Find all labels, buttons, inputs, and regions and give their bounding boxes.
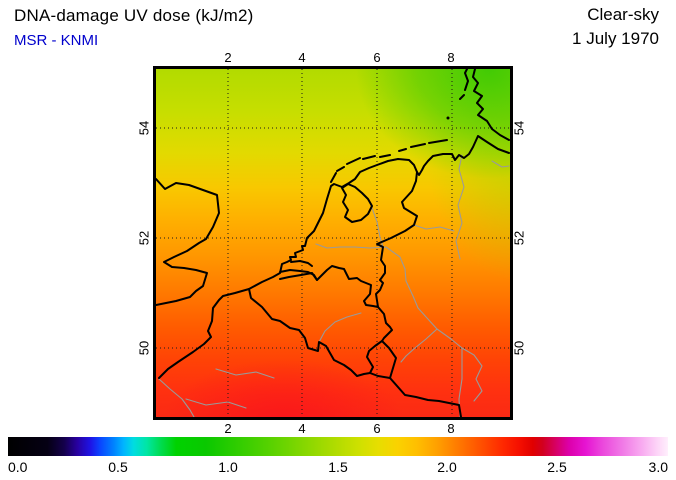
nl-de-border <box>375 171 418 308</box>
lat-tick-label-right: 50 <box>511 340 527 356</box>
lat-tick-label-left: 54 <box>136 120 152 136</box>
coastlines-borders <box>156 69 510 417</box>
lon-tick-label-top: 8 <box>447 50 455 65</box>
english-coastline <box>156 178 220 306</box>
be-fr-border <box>248 288 371 377</box>
german-state-border <box>455 154 465 260</box>
colorbar-tick-label: 0.0 <box>8 459 28 475</box>
page-title: DNA-damage UV dose (kJ/m2) <box>14 6 254 25</box>
colorbar-tick-label: 1.5 <box>328 459 348 475</box>
colorbar <box>8 437 668 456</box>
graticule <box>156 69 510 417</box>
lat-tick-label-right: 54 <box>511 120 527 136</box>
data-source-label: MSR - KNMI <box>14 32 99 49</box>
minor-borders-rivers <box>158 154 510 417</box>
french-regional-border <box>185 398 247 409</box>
moselle-river <box>400 328 438 363</box>
meuse-river <box>318 312 362 343</box>
helgoland-island <box>446 116 450 120</box>
lon-tick-label-top: 6 <box>373 50 381 65</box>
lon-tick-label-bottom: 6 <box>373 421 381 436</box>
colorbar-tick-label: 1.0 <box>218 459 238 475</box>
colorbar-tick-label: 0.5 <box>108 459 128 475</box>
lon-tick-label-top: 2 <box>224 50 232 65</box>
fr-de-border <box>389 377 462 417</box>
colorbar-tick-label: 3.0 <box>648 459 668 475</box>
be-nl-border <box>279 265 379 308</box>
french-regional-border <box>215 368 275 379</box>
colorbar-tick-label: 2.0 <box>437 459 457 475</box>
seine-river <box>158 378 195 417</box>
schleswig-coastline <box>472 69 510 141</box>
continental-coastline <box>158 135 510 379</box>
german-state-border <box>461 347 483 402</box>
be-de-border <box>377 306 393 342</box>
lat-tick-label-left: 50 <box>136 340 152 356</box>
german-state-border <box>413 224 455 232</box>
wadden-islands <box>330 139 448 183</box>
rhine-river <box>315 243 463 417</box>
lon-tick-label-bottom: 2 <box>224 421 232 436</box>
lat-tick-label-left: 52 <box>136 230 152 246</box>
map-frame <box>153 66 513 420</box>
colorbar-tick-label: 2.5 <box>547 459 567 475</box>
lat-tick-label-right: 52 <box>511 230 527 246</box>
date-label: 1 July 1970 <box>572 29 659 48</box>
lon-tick-label-bottom: 4 <box>298 421 306 436</box>
lon-tick-label-bottom: 8 <box>447 421 455 436</box>
header-right: Clear-sky 1 July 1970 <box>572 5 659 49</box>
map-overlay <box>156 69 510 417</box>
lon-tick-label-top: 4 <box>298 50 306 65</box>
luxembourg-borders <box>366 340 397 379</box>
ijsselmeer-outline <box>341 183 373 223</box>
oosterschelde-estuary <box>290 260 313 267</box>
sky-condition-label: Clear-sky <box>587 5 659 24</box>
german-state-border <box>491 160 510 168</box>
north-frisian-islands <box>459 69 469 100</box>
